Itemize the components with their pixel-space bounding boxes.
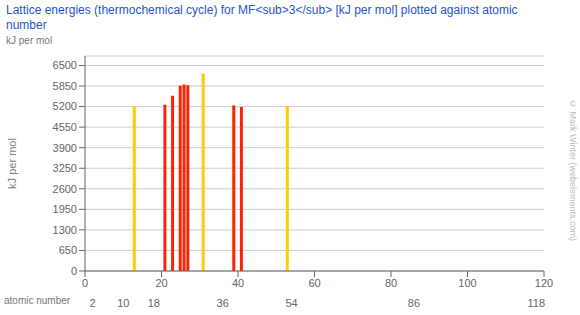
- svg-text:2600: 2600: [53, 183, 77, 195]
- svg-text:5200: 5200: [53, 100, 77, 112]
- svg-text:kJ per mol: kJ per mol: [8, 138, 18, 189]
- svg-text:18: 18: [148, 297, 160, 309]
- svg-text:120: 120: [535, 277, 553, 289]
- svg-text:0: 0: [82, 277, 88, 289]
- html-text:© Mark Winter (webelements.com: © Mark Winter (webelements.com): [568, 99, 578, 241]
- svg-text:2: 2: [90, 297, 96, 309]
- svg-text:80: 80: [385, 277, 397, 289]
- svg-text:0: 0: [71, 265, 77, 277]
- svg-text:60: 60: [308, 277, 320, 289]
- html-text:atomic number: atomic number: [4, 295, 71, 306]
- html-text:kJ per mol: kJ per mol: [6, 35, 53, 46]
- svg-text:118: 118: [528, 297, 546, 309]
- svg-text:40: 40: [232, 277, 244, 289]
- svg-text:20: 20: [155, 277, 167, 289]
- svg-text:54: 54: [285, 297, 297, 309]
- svg-text:6500: 6500: [53, 59, 77, 71]
- svg-text:86: 86: [408, 297, 420, 309]
- svg-text:4550: 4550: [53, 121, 77, 133]
- svg-text:5850: 5850: [53, 80, 77, 92]
- svg-text:650: 650: [59, 244, 77, 256]
- svg-text:3250: 3250: [53, 162, 77, 174]
- svg-text:1950: 1950: [53, 203, 77, 215]
- html-text:Lattice energies (thermochemic: Lattice energies (thermochemical cycle) …: [6, 3, 518, 32]
- svg-text:1300: 1300: [53, 224, 77, 236]
- svg-text:10: 10: [117, 297, 129, 309]
- svg-text:36: 36: [217, 297, 229, 309]
- svg-text:3900: 3900: [53, 142, 77, 154]
- svg-text:100: 100: [458, 277, 476, 289]
